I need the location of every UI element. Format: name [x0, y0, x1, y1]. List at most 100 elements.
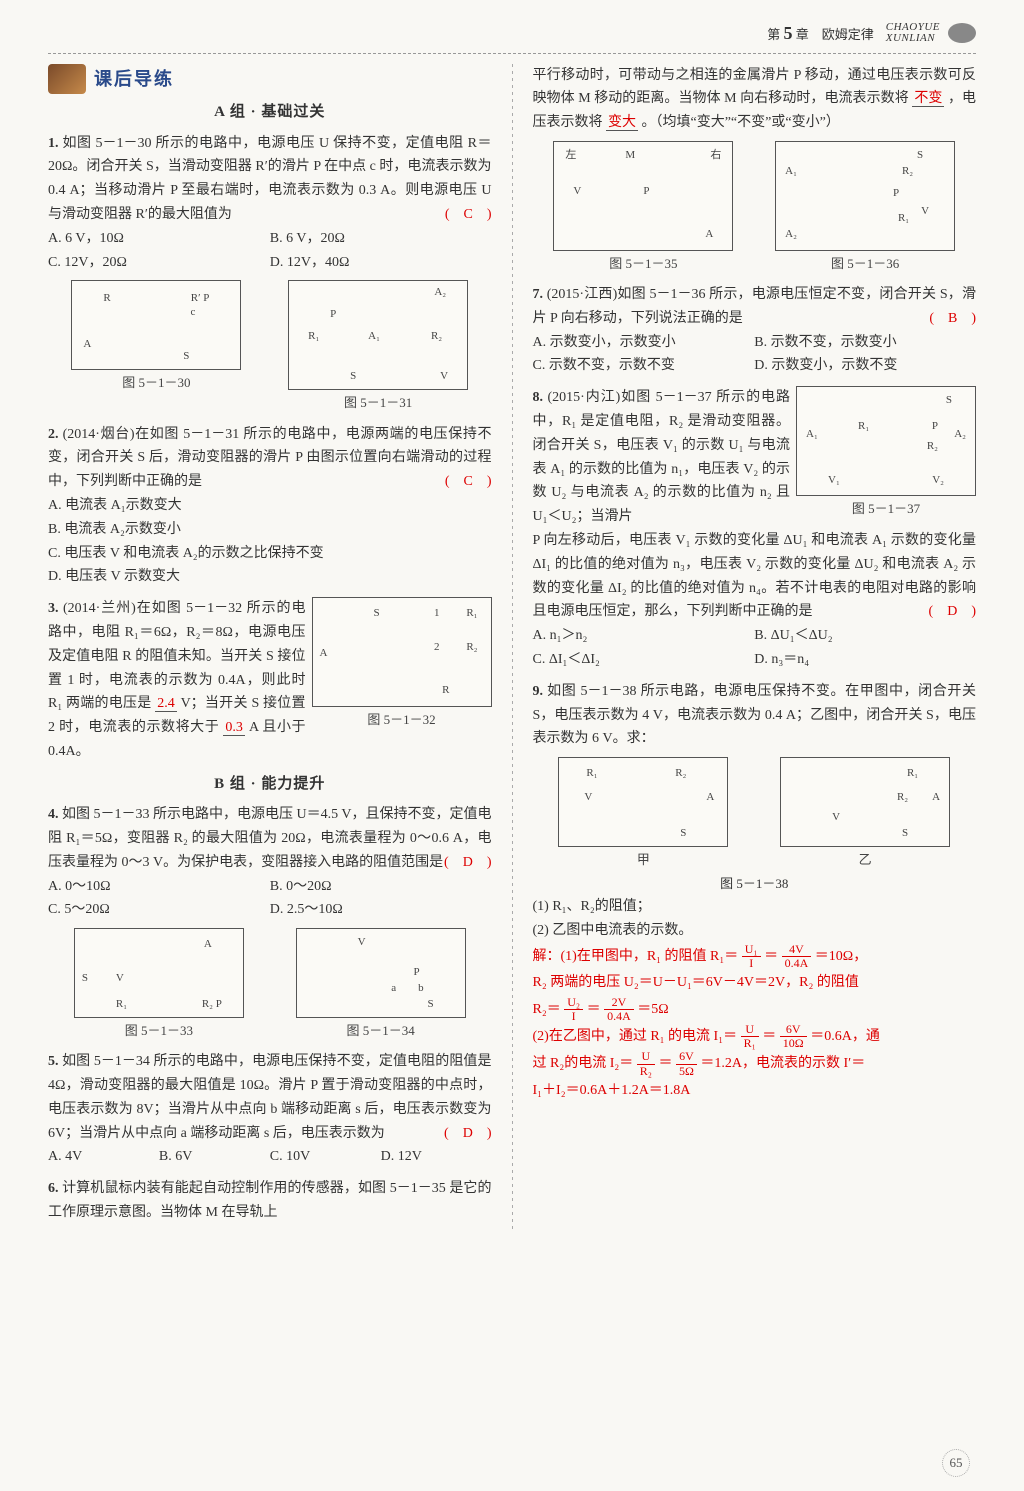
pinyin-bottom: XUNLIAN — [886, 33, 940, 44]
fig-caption: 图 5－1－33 — [125, 1020, 193, 1042]
q3-text1: (2014·兰州)在如图 5－1－32 所示的电路中，电阻 R₁＝6Ω，R₂＝8… — [48, 601, 306, 711]
circuit-icon: 左 M 右 V P A — [553, 141, 733, 251]
right-column: 平行移动时，可带动与之相连的金属滑片 P 移动，通过电压表示数可反映物体 M 移… — [533, 64, 977, 1233]
q5-text: 如图 5－1－34 所示的电路中，电源电压保持不变，定值电阻的阻值是 4Ω，滑动… — [48, 1054, 492, 1140]
fig-caption: 图 5－1－31 — [344, 392, 412, 414]
fig-caption: 图 5－1－38 — [533, 873, 977, 895]
q5-number: 5. — [48, 1054, 59, 1069]
q7-choice-a: A. 示数变小，示数变小 — [533, 331, 755, 355]
q5-choice-a: A. 4V — [48, 1145, 159, 1169]
q1-number: 1. — [48, 136, 59, 151]
sol-line4: (2)在乙图中，通过 R₁ 的电流 I₁＝ UR₁ ＝ 6V10Ω ＝0.6A，… — [533, 1023, 977, 1050]
figure-5-1-33: A S V R₁ R₂ P 图 5－1－33 — [74, 928, 244, 1042]
q1-choice-c: C. 12V，20Ω — [48, 251, 270, 275]
sol-line5: 过 R₂的电流 I₂＝ UR₂ ＝ 6V5Ω ＝1.2A，电流表的示数 I′＝ — [533, 1050, 977, 1077]
circuit-icon: R₁ R₂ A V S — [780, 757, 950, 847]
sol-line6: I₁＋I₂＝0.6A＋1.2A＝1.8A — [533, 1078, 977, 1103]
q2-choice-d: D. 电压表 V 示数变大 — [48, 565, 492, 589]
q9-sub1: (1) R₁、R₂的阻值； — [533, 895, 977, 919]
q2-choice-b: B. 电流表 A₂示数变小 — [48, 518, 492, 542]
question-3: S 1 R₁ 2 R₂ A R 图 5－1－32 3. (2014·兰州)在如图… — [48, 597, 492, 764]
figure-5-1-32: S 1 R₁ 2 R₂ A R 图 5－1－32 — [312, 597, 492, 731]
sol-line3: R₂＝ U₂I ＝ 2V0.4A ＝5Ω — [533, 996, 977, 1023]
q8-choices: A. n₁＞n₂ B. ΔU₁＜ΔU₂ C. ΔI₁＜ΔI₂ D. n₃＝n₄ — [533, 624, 977, 672]
question-8: S A₁ R₁ A₂ P R₂ V₁ V₂ 图 5－1－37 8. (2015·… — [533, 386, 977, 672]
q8-choice-a: A. n₁＞n₂ — [533, 624, 755, 648]
fraction-icon: 6V5Ω — [676, 1050, 697, 1077]
q6-blank1: 不变 — [912, 91, 944, 107]
question-1: 1. 如图 5－1－30 所示的电路中，电源电压 U 保持不变，定值电阻 R＝2… — [48, 132, 492, 415]
group-b-title: B 组 · 能力提升 — [48, 772, 492, 798]
question-6-start: 6. 计算机鼠标内装有能起自动控制作用的传感器，如图 5－1－35 是它的工作原… — [48, 1177, 492, 1225]
figure-5-1-34: V P a b S 图 5－1－34 — [296, 928, 466, 1042]
chapter-label: 第 5 章 欧姆定律 — [767, 18, 874, 49]
q8-text1: (2015·内江)如图 5－1－37 所示的电路中，R₁ 是定值电阻，R₂ 是滑… — [533, 390, 791, 524]
q7-answer: ( B ) — [929, 307, 976, 331]
sol-line2: R₂ 两端的电压 U₂＝U－U₁＝6V－4V＝2V，R₂ 的阻值 — [533, 970, 977, 995]
q6-figures: 左 M 右 V P A 图 5－1－35 S A₁ R₂ — [533, 141, 977, 275]
figure-5-1-36: S A₁ R₂ P V R₁ A₂ 图 5－1－36 — [775, 141, 955, 275]
pinyin-block: CHAOYUE XUNLIAN — [886, 22, 948, 44]
q5-choices: A. 4V B. 6V C. 10V D. 12V — [48, 1145, 492, 1169]
question-4: 4. 如图 5－1－33 所示电路中，电源电压 U＝4.5 V，且保持不变，定值… — [48, 803, 492, 1042]
q6-text2: 平行移动时，可带动与之相连的金属滑片 P 移动，通过电压表示数可反映物体 M 移… — [533, 68, 977, 107]
question-7: 7. (2015·江西)如图 5－1－36 所示，电源电压恒定不变，闭合开关 S… — [533, 283, 977, 378]
q9-sub2: (2) 乙图中电流表的示数。 — [533, 919, 977, 943]
q9-text: 如图 5－1－38 所示电路，电源电压保持不变。在甲图中，闭合开关 S，电压表示… — [533, 684, 977, 747]
fraction-icon: U₁I — [742, 943, 761, 970]
fig-caption: 图 5－1－37 — [852, 498, 920, 520]
q9-solution: 解：(1)在甲图中，R₁ 的阻值 R₁＝ U₁I ＝ 4V0.4A ＝10Ω， … — [533, 943, 977, 1103]
left-column: 课后导练 A 组 · 基础过关 1. 如图 5－1－30 所示的电路中，电源电压… — [48, 64, 492, 1233]
fraction-icon: UR₂ — [637, 1050, 655, 1077]
fig-caption: 图 5－1－32 — [367, 709, 435, 731]
fig-label-right: 乙 — [859, 849, 872, 871]
fig-caption: 图 5－1－36 — [831, 253, 899, 275]
q7-choice-c: C. 示数不变，示数不变 — [533, 354, 755, 378]
q4-text: 如图 5－1－33 所示电路中，电源电压 U＝4.5 V，且保持不变，定值电阻 … — [48, 807, 492, 870]
q4-number: 4. — [48, 807, 59, 822]
circuit-icon: S A₁ R₁ A₂ P R₂ V₁ V₂ — [796, 386, 976, 496]
page-header: 第 5 章 欧姆定律 CHAOYUE XUNLIAN — [48, 18, 976, 54]
page: 第 5 章 欧姆定律 CHAOYUE XUNLIAN 课后导练 A 组 · 基础… — [0, 0, 1024, 1263]
circuit-icon: R R′ P c A S — [71, 280, 241, 370]
q9-figures: R₁ R₂ V A S 甲 R₁ R₂ A V — [533, 757, 977, 871]
q4-choice-a: A. 0～10Ω — [48, 875, 270, 899]
figure-5-1-38-left: R₁ R₂ V A S 甲 — [558, 757, 728, 871]
badge-text: 课后导练 — [94, 64, 174, 95]
q7-number: 7. — [533, 287, 544, 302]
q8-choice-c: C. ΔI₁＜ΔI₂ — [533, 648, 755, 672]
fraction-icon: 4V0.4A — [782, 943, 812, 970]
column-divider — [512, 64, 513, 1233]
q5-answer: ( D ) — [444, 1122, 491, 1146]
q2-text: (2014·烟台)在如图 5－1－31 所示的电路中，电源两端的电压保持不变，闭… — [48, 427, 492, 490]
chapter-prefix: 第 — [767, 27, 780, 42]
q4-answer: ( D ) — [444, 851, 491, 875]
circuit-icon: V P a b S — [296, 928, 466, 1018]
series-logo-icon — [948, 23, 976, 43]
circuit-icon: R₁ R₂ V A S — [558, 757, 728, 847]
q1-figures: R R′ P c A S 图 5－1－30 A₂ P R₁ — [48, 280, 492, 414]
q6-blank2: 变大 — [606, 115, 638, 131]
q5-choice-d: D. 12V — [381, 1145, 492, 1169]
fig-label-left: 甲 — [637, 849, 650, 871]
chapter-number: 5 — [784, 23, 793, 43]
figure-5-1-35: 左 M 右 V P A 图 5－1－35 — [553, 141, 733, 275]
figure-5-1-37: S A₁ R₁ A₂ P R₂ V₁ V₂ 图 5－1－37 — [796, 386, 976, 520]
figure-5-1-31: A₂ P R₁ A₁ R₂ S V 图 5－1－31 — [288, 280, 468, 414]
q8-choice-d: D. n₃＝n₄ — [754, 648, 976, 672]
q4-choice-b: B. 0～20Ω — [270, 875, 492, 899]
q1-answer: ( C ) — [445, 203, 492, 227]
figure-5-1-30: R R′ P c A S 图 5－1－30 — [71, 280, 241, 414]
fraction-icon: 6V10Ω — [780, 1023, 807, 1050]
two-column-layout: 课后导练 A 组 · 基础过关 1. 如图 5－1－30 所示的电路中，电源电压… — [48, 64, 976, 1233]
fraction-icon: UR₁ — [741, 1023, 759, 1050]
q7-text: (2015·江西)如图 5－1－36 所示，电源电压恒定不变，闭合开关 S，滑片… — [533, 287, 977, 326]
circuit-icon: A₂ P R₁ A₁ R₂ S V — [288, 280, 468, 390]
q1-choice-a: A. 6 V，10Ω — [48, 227, 270, 251]
q8-answer: ( D ) — [929, 600, 976, 624]
q2-number: 2. — [48, 427, 59, 442]
group-a-title: A 组 · 基础过关 — [48, 100, 492, 126]
circuit-icon: S A₁ R₂ P V R₁ A₂ — [775, 141, 955, 251]
q8-choice-b: B. ΔU₁＜ΔU₂ — [754, 624, 976, 648]
page-number: 65 — [942, 1449, 970, 1477]
